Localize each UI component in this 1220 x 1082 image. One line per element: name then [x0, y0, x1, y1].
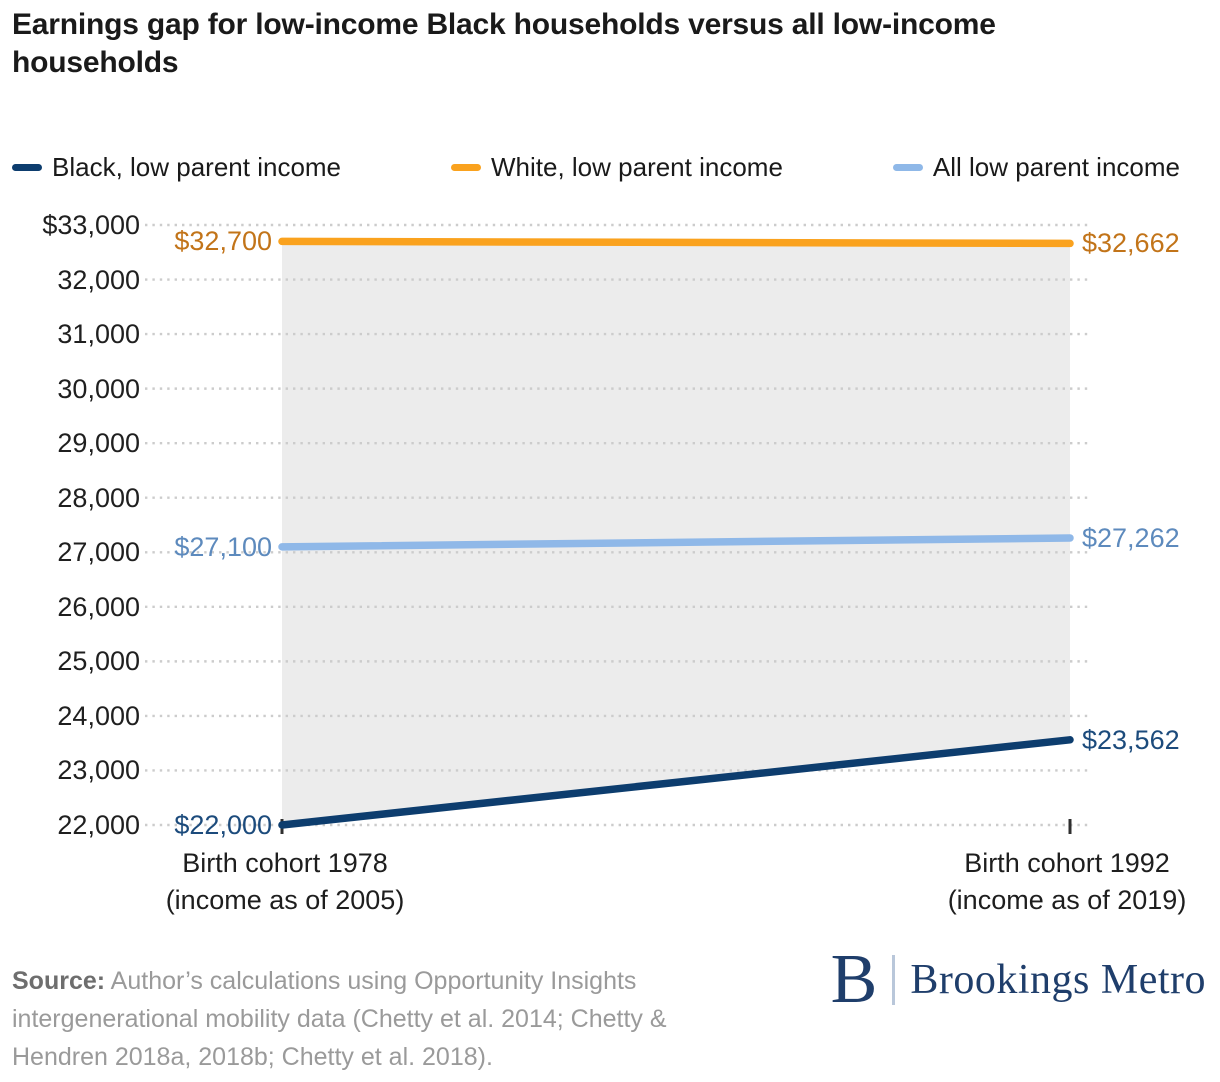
y-axis-tick-label: 32,000: [57, 264, 140, 295]
y-axis-tick-label: 23,000: [57, 755, 140, 786]
data-point-label: $23,562: [1082, 724, 1180, 755]
y-axis-tick-label: 28,000: [57, 482, 140, 513]
legend-label: Black, low parent income: [52, 151, 342, 182]
legend-item-1: White, low parent income: [451, 152, 783, 183]
data-point-label: $22,000: [174, 810, 272, 840]
y-axis-tick-label: 29,000: [57, 428, 140, 459]
y-axis-tick-label: 24,000: [57, 700, 140, 731]
chart-title: Earnings gap for low-income Black househ…: [12, 8, 996, 79]
earnings-gap-band: [282, 241, 1070, 825]
data-point-label: $27,100: [174, 531, 272, 562]
legend-item-2: All low parent income: [892, 151, 1180, 183]
brookings-logo: B Brookings Metro: [830, 941, 1206, 1018]
brookings-metro-wordmark: Brookings Metro: [910, 957, 1206, 1003]
series-line: [278, 534, 1074, 551]
data-point-label: $32,700: [174, 226, 272, 257]
legend-swatch-icon: [12, 163, 42, 171]
series-line: [278, 736, 1074, 829]
legend-swatch-icon: [451, 163, 481, 171]
y-axis-tick-label: 22,000: [57, 810, 140, 840]
logo-divider-line: [892, 955, 896, 1005]
y-axis-tick-label: 31,000: [57, 319, 140, 350]
legend-label: White, low parent income: [491, 151, 783, 182]
legend: Black, low parent income White, low paren…: [12, 150, 1180, 184]
y-axis-tick-label: 27,000: [57, 537, 140, 568]
series-line: [278, 237, 1074, 248]
y-axis-tick-label: 26,000: [57, 591, 140, 622]
legend-item-0: Black, low parent income: [12, 152, 341, 183]
data-point-label: $32,662: [1082, 228, 1180, 259]
y-axis-tick-label: $33,000: [42, 210, 140, 240]
y-axis-tick-label: 25,000: [57, 646, 140, 677]
x-axis-category-label: Birth cohort 1992 (income as of 2019): [947, 848, 1187, 915]
source-text: Author’s calculations using Opportunity …: [12, 967, 667, 1071]
source-label: Source:: [12, 967, 106, 995]
source-note: Source: Author’s calculations using Oppo…: [12, 962, 787, 1076]
data-point-label: $27,262: [1082, 522, 1180, 553]
y-axis-tick-label: 30,000: [57, 373, 140, 404]
brookings-b-mark: B: [830, 941, 878, 1018]
legend-swatch-icon: [892, 163, 923, 171]
x-axis-category-label: Birth cohort 1978 (income as of 2005): [165, 848, 405, 915]
legend-label: All low parent income: [932, 151, 1180, 182]
